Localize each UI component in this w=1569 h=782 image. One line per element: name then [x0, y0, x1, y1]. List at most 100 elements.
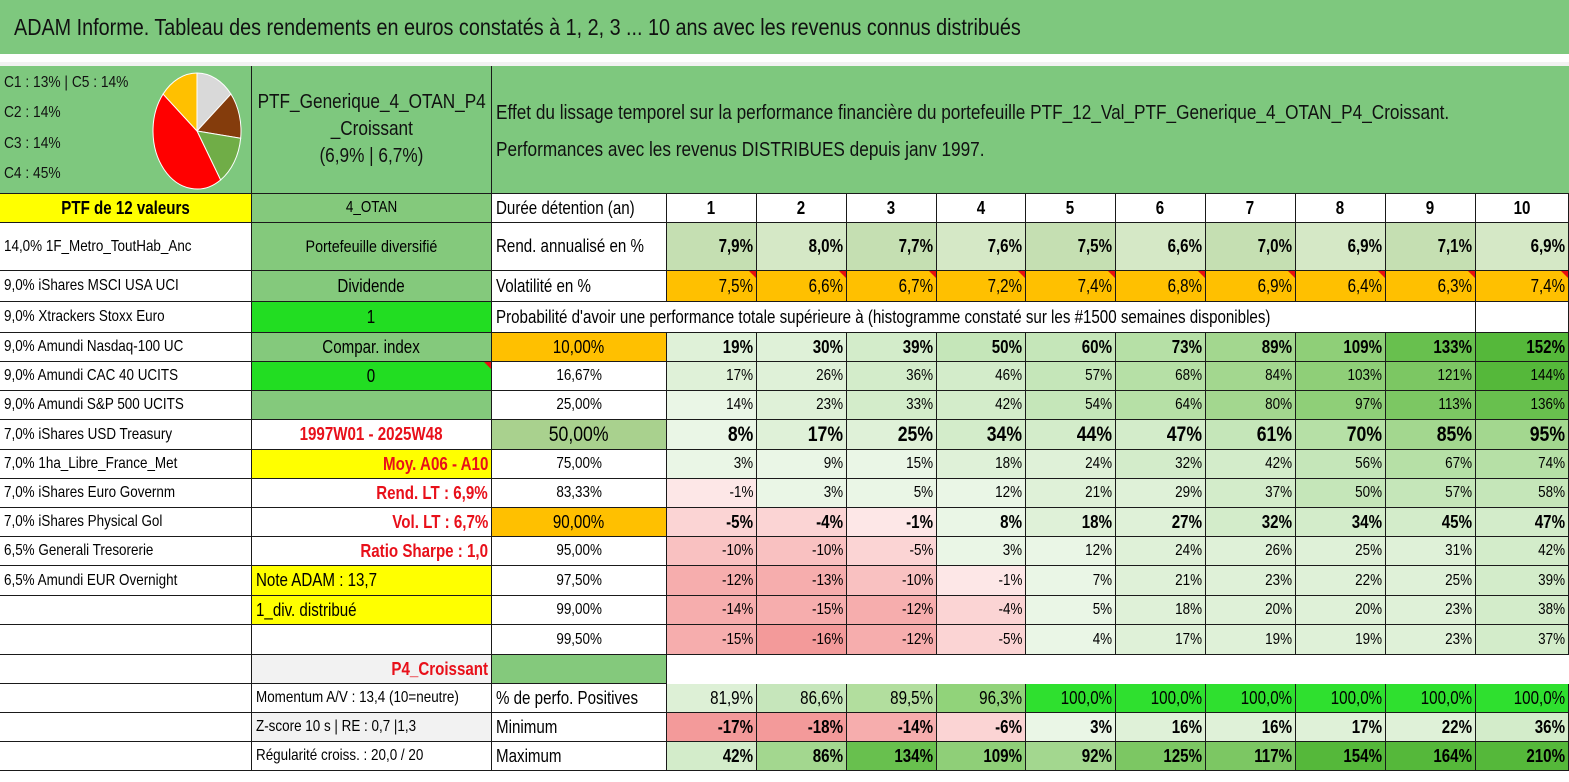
vol-value[interactable]: 6,6% [757, 271, 847, 302]
vol-value[interactable]: 6,9% [1206, 271, 1296, 302]
holding-row[interactable]: 9,0% Xtrackers Stoxx Euro [0, 302, 252, 333]
vol-value[interactable]: 7,2% [937, 271, 1026, 302]
rend-value[interactable]: 6,9% [1296, 223, 1386, 271]
year-header[interactable]: 7 [1206, 194, 1296, 223]
probability-value[interactable]: -4% [757, 508, 847, 537]
probability-value[interactable]: 22% [1296, 566, 1386, 596]
table-cell[interactable] [0, 625, 252, 655]
vol-value[interactable]: 7,4% [1026, 271, 1116, 302]
probability-value[interactable]: 152% [1476, 333, 1569, 362]
maximum-value[interactable]: 164% [1386, 742, 1476, 771]
probability-value[interactable]: -5% [937, 625, 1026, 655]
regularite-label[interactable]: Régularité croiss. : 20,0 / 20 [252, 742, 492, 771]
minimum-value[interactable]: 17% [1296, 713, 1386, 742]
rend-value[interactable]: 7,9% [667, 223, 757, 271]
probability-value[interactable]: -12% [847, 625, 937, 655]
maximum-value[interactable]: 154% [1296, 742, 1386, 771]
maximum-label[interactable]: Maximum [492, 742, 667, 771]
probability-value[interactable]: 84% [1206, 362, 1296, 391]
note-adam-label[interactable]: Note ADAM : 13,7 [252, 566, 492, 596]
duration-label[interactable]: Durée détention (an) [492, 194, 667, 223]
year-header[interactable]: 6 [1116, 194, 1206, 223]
holding-row[interactable]: 7,0% iShares Euro Governm [0, 479, 252, 508]
probability-value[interactable]: 103% [1296, 362, 1386, 391]
vol-lt-label[interactable]: Vol. LT : 6,7% [252, 508, 492, 537]
year-header[interactable]: 10 [1476, 194, 1569, 223]
vol-value[interactable]: 6,8% [1116, 271, 1206, 302]
dividende-label[interactable]: Dividende [252, 271, 492, 302]
rend-lt-label[interactable]: Rend. LT : 6,9% [252, 479, 492, 508]
table-cell[interactable] [492, 655, 667, 684]
probability-value[interactable]: 25% [1296, 537, 1386, 566]
probability-value[interactable]: 67% [1386, 450, 1476, 479]
minimum-value[interactable]: -14% [847, 713, 937, 742]
probability-threshold[interactable]: 16,67% [492, 362, 667, 391]
probability-value[interactable]: 113% [1386, 391, 1476, 420]
probability-threshold[interactable]: 83,33% [492, 479, 667, 508]
probability-value[interactable]: 36% [847, 362, 937, 391]
probability-value[interactable]: 17% [757, 420, 847, 450]
moy-label[interactable]: Moy. A06 - A10 [252, 450, 492, 479]
probability-value[interactable]: 42% [937, 391, 1026, 420]
probability-value[interactable]: -15% [757, 596, 847, 625]
probability-value[interactable]: 32% [1116, 450, 1206, 479]
probability-value[interactable]: 25% [1386, 566, 1476, 596]
table-cell[interactable] [252, 391, 492, 420]
probability-value[interactable]: 21% [1116, 566, 1206, 596]
probability-value[interactable]: 56% [1296, 450, 1386, 479]
table-cell[interactable] [1476, 302, 1569, 333]
holding-row[interactable]: 7,0% iShares Physical Gol [0, 508, 252, 537]
probability-value[interactable]: 15% [847, 450, 937, 479]
positives-value[interactable]: 89,5% [847, 684, 937, 713]
probability-value[interactable]: 19% [1296, 625, 1386, 655]
probability-threshold[interactable]: 99,50% [492, 625, 667, 655]
probability-value[interactable]: 3% [937, 537, 1026, 566]
strategy-label[interactable]: P4_Croissant [252, 655, 492, 684]
probability-value[interactable]: 85% [1386, 420, 1476, 450]
maximum-value[interactable]: 210% [1476, 742, 1569, 771]
year-header[interactable]: 2 [757, 194, 847, 223]
div-label[interactable]: 1_div. distribué [252, 596, 492, 625]
probability-value[interactable]: 21% [1026, 479, 1116, 508]
compar-index-label[interactable]: Compar. index [252, 333, 492, 362]
vol-value[interactable]: 6,7% [847, 271, 937, 302]
holding-row[interactable]: 7,0% 1ha_Libre_France_Met [0, 450, 252, 479]
positives-value[interactable]: 96,3% [937, 684, 1026, 713]
table-cell[interactable] [0, 655, 252, 684]
positives-label[interactable]: % de perfo. Positives [492, 684, 667, 713]
rend-value[interactable]: 7,6% [937, 223, 1026, 271]
rend-value[interactable]: 7,7% [847, 223, 937, 271]
probability-value[interactable]: 17% [1116, 625, 1206, 655]
probability-value[interactable]: 3% [757, 479, 847, 508]
probability-value[interactable]: 29% [1116, 479, 1206, 508]
probability-value[interactable]: 74% [1476, 450, 1569, 479]
probability-value[interactable]: 54% [1026, 391, 1116, 420]
probability-value[interactable]: 27% [1116, 508, 1206, 537]
year-header[interactable]: 4 [937, 194, 1026, 223]
probability-threshold[interactable]: 99,00% [492, 596, 667, 625]
probability-value[interactable]: 133% [1386, 333, 1476, 362]
probability-value[interactable]: -16% [757, 625, 847, 655]
probability-value[interactable]: 31% [1386, 537, 1476, 566]
probability-value[interactable]: -5% [847, 537, 937, 566]
table-cell[interactable] [0, 742, 252, 771]
maximum-value[interactable]: 92% [1026, 742, 1116, 771]
probability-value[interactable]: 37% [1206, 479, 1296, 508]
probability-value[interactable]: 18% [1116, 596, 1206, 625]
holdings-header[interactable]: PTF de 12 valeurs [0, 194, 252, 223]
minimum-value[interactable]: 16% [1206, 713, 1296, 742]
year-header[interactable]: 3 [847, 194, 937, 223]
probability-value[interactable]: 3% [667, 450, 757, 479]
probability-threshold[interactable]: 75,00% [492, 450, 667, 479]
holding-row[interactable]: 7,0% iShares USD Treasury [0, 420, 252, 450]
rend-value[interactable]: 7,1% [1386, 223, 1476, 271]
probability-value[interactable]: 68% [1116, 362, 1206, 391]
probability-value[interactable]: 20% [1296, 596, 1386, 625]
compar-index-value[interactable]: 0 [252, 362, 492, 391]
probability-value[interactable]: 50% [937, 333, 1026, 362]
holding-row[interactable]: 9,0% Amundi Nasdaq-100 UC [0, 333, 252, 362]
probability-value[interactable]: 61% [1206, 420, 1296, 450]
year-header[interactable]: 9 [1386, 194, 1476, 223]
probability-value[interactable]: 33% [847, 391, 937, 420]
table-cell[interactable] [252, 625, 492, 655]
